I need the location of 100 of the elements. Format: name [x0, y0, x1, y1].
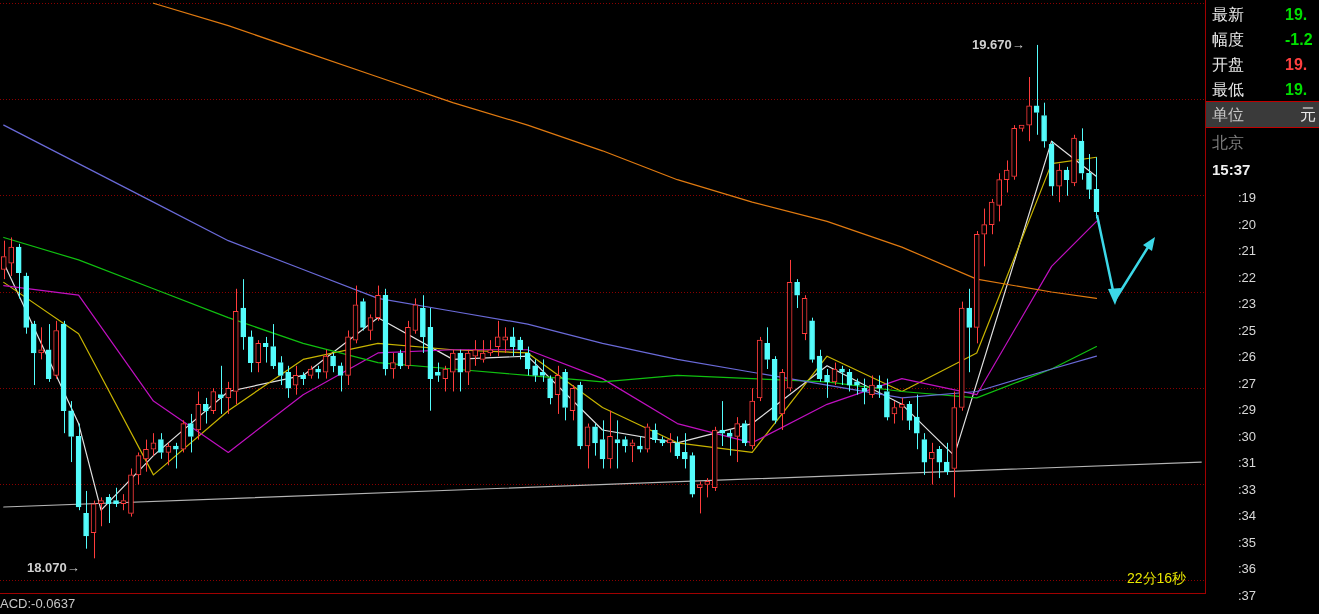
candlestick — [15, 243, 22, 299]
candlestick — [345, 330, 351, 386]
candlestick — [981, 208, 988, 267]
candlestick — [884, 378, 890, 421]
candlestick — [622, 435, 628, 453]
candlestick — [1026, 76, 1032, 142]
candlestick — [749, 387, 756, 450]
text: :34 — [1238, 508, 1257, 524]
candlestick — [652, 423, 658, 444]
candlestick — [240, 278, 247, 351]
text: :26 — [1238, 349, 1257, 365]
candlestick — [472, 339, 479, 367]
text: :21 — [1238, 243, 1257, 259]
text: :29 — [1238, 402, 1257, 418]
text: 北京 — [1212, 134, 1244, 152]
candlestick — [375, 285, 381, 322]
candlestick — [509, 326, 516, 357]
candlestick — [143, 439, 149, 473]
candlestick — [285, 365, 291, 399]
candlestick — [337, 362, 344, 392]
text: 最低 — [1212, 81, 1244, 99]
candlestick — [30, 320, 37, 386]
text: 15:37 — [1212, 161, 1251, 179]
candlestick — [577, 381, 583, 450]
candlestick — [390, 352, 396, 380]
candlestick — [532, 358, 538, 383]
candlestick — [435, 362, 441, 383]
candlestick — [756, 336, 763, 402]
candlestick — [696, 480, 703, 514]
text: 元 — [1300, 106, 1316, 124]
candlestick — [68, 400, 74, 463]
candlestick — [607, 410, 613, 469]
candlestick — [637, 435, 643, 453]
candlestick — [682, 432, 688, 469]
text: :19 — [1238, 190, 1257, 206]
candlestick — [996, 172, 1003, 222]
candlestick — [667, 432, 673, 453]
annotation: 18.070→ — [27, 560, 80, 576]
text: :33 — [1238, 481, 1257, 497]
candlestick — [53, 320, 59, 380]
candlestick — [225, 381, 232, 415]
candlestick — [794, 278, 800, 309]
candlestick — [711, 426, 718, 492]
candlestick — [726, 429, 733, 457]
candlestick — [158, 432, 164, 460]
candlestick — [315, 365, 321, 380]
text: :25 — [1238, 322, 1257, 338]
candlestick — [232, 288, 239, 405]
candlestick — [592, 423, 598, 457]
candlestick — [899, 397, 905, 421]
candlestick — [360, 297, 366, 332]
candlestick — [188, 413, 194, 453]
text: 单位 — [1212, 106, 1244, 124]
text: 幅度 — [1212, 31, 1244, 49]
candlestick — [824, 368, 830, 399]
candlestick — [83, 490, 89, 550]
text: :35 — [1238, 534, 1257, 550]
candlestick — [973, 230, 980, 344]
candlestick — [300, 371, 306, 386]
text: :20 — [1238, 216, 1257, 232]
text: 19. — [1285, 81, 1308, 99]
candlestick — [928, 442, 935, 486]
candlestick — [262, 336, 269, 364]
candlestick — [270, 323, 277, 370]
candlestick — [764, 326, 770, 370]
candlestick — [464, 349, 471, 386]
candlestick — [562, 368, 568, 421]
text: :31 — [1238, 455, 1257, 471]
candlestick — [936, 445, 943, 479]
text: ACD:-0.0637 — [0, 596, 76, 612]
candlestick — [1056, 163, 1062, 203]
candlestick — [966, 288, 973, 373]
candlestick — [741, 419, 748, 447]
candlestick — [779, 368, 785, 431]
text: :30 — [1238, 428, 1257, 444]
candlestick — [517, 336, 523, 360]
candlestick — [449, 349, 456, 392]
annotation: 22分16秒 — [1127, 570, 1187, 587]
candlestick — [128, 467, 134, 518]
candlestick — [547, 374, 553, 405]
text: -1.2 — [1285, 31, 1313, 49]
candlestick — [202, 397, 209, 425]
text: 19. — [1285, 56, 1308, 74]
text: :22 — [1238, 269, 1257, 285]
candlestick — [479, 339, 486, 364]
candlestick — [217, 365, 224, 415]
candlestick — [1011, 124, 1017, 181]
candlestick — [457, 349, 464, 392]
text: 最新 — [1212, 6, 1244, 24]
candlestick — [951, 390, 958, 498]
candlestick — [98, 496, 104, 527]
text: 19. — [1285, 6, 1308, 24]
candlestick — [210, 387, 217, 415]
candlestick — [255, 339, 262, 373]
candlestick — [23, 272, 30, 335]
text: 开盘 — [1212, 56, 1244, 74]
candlestick — [734, 416, 741, 463]
candlestick — [38, 326, 44, 360]
candlestick — [809, 317, 815, 364]
candlestick — [150, 432, 157, 457]
